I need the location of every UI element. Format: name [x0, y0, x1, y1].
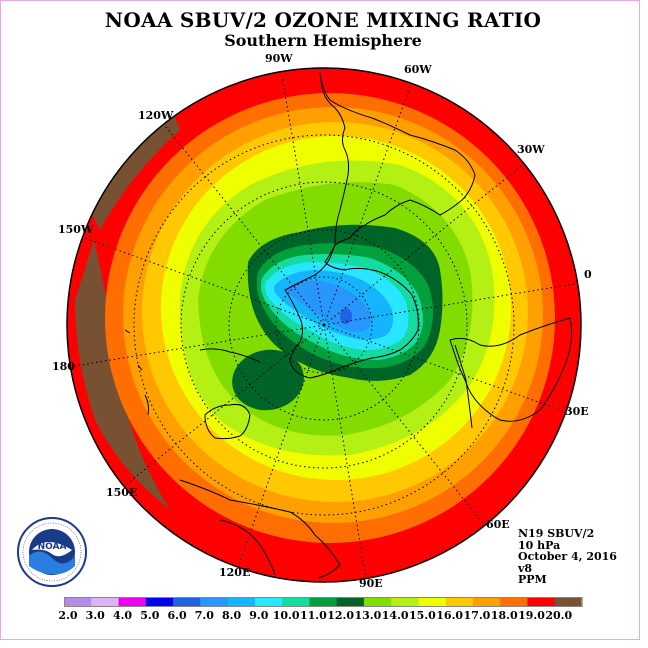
lon-label-90e: 90E: [359, 577, 383, 590]
lon-label-60e: 60E: [486, 518, 510, 531]
colorbar-tick-label: 10.0: [272, 609, 300, 622]
colorbar-tick-label: 3.0: [85, 609, 105, 622]
lon-label-150w: 150W: [58, 223, 94, 236]
band-12-lobe: [232, 349, 304, 411]
colorbar-tick-label: 18.0: [490, 609, 518, 622]
colorbar-swatch: [363, 597, 392, 607]
noaa-logo-icon: NOAA: [17, 517, 87, 587]
lon-label-90w: 90W: [265, 52, 293, 65]
colorbar-swatch: [227, 597, 256, 607]
colorbar-tick-label: 9.0: [249, 609, 269, 622]
image-frame: [0, 0, 640, 640]
info-units: PPM: [518, 573, 547, 586]
map-title: NOAA SBUV/2 OZONE MIXING RATIO: [104, 8, 542, 32]
info-date: October 4, 2016: [518, 550, 617, 563]
colorbar-swatch: [64, 597, 92, 607]
colorbar: [64, 597, 583, 607]
colorbar-tick-label: 8.0: [222, 609, 242, 622]
colorbar-swatch: [554, 597, 583, 607]
colorbar-swatch: [472, 597, 501, 607]
colorbar-swatch: [309, 597, 338, 607]
logo-text: NOAA: [38, 542, 67, 552]
colorbar-swatch: [173, 597, 201, 607]
colorbar-tick-label: 12.0: [327, 609, 355, 622]
colorbar-swatch: [91, 597, 120, 607]
colorbar-swatch: [118, 597, 147, 607]
colorbar-swatch: [445, 597, 474, 607]
colorbar-tick-label: 5.0: [140, 609, 160, 622]
info-satellite: N19 SBUV/2: [518, 527, 595, 540]
colorbar-tick-label: 4.0: [112, 609, 133, 622]
colorbar-swatch: [418, 597, 447, 607]
colorbar-swatch: [527, 597, 556, 607]
lon-label-120w: 120W: [138, 109, 174, 122]
colorbar-swatch: [200, 597, 229, 607]
map-subtitle: Southern Hemisphere: [224, 31, 422, 50]
info-version: v8: [518, 561, 533, 575]
lon-label-0: 0: [584, 268, 592, 281]
colorbar-tick-label: 17.0: [463, 609, 491, 622]
colorbar-tick-label: 14.0: [381, 609, 409, 622]
lon-label-60w: 60W: [404, 63, 432, 76]
info-level: 10 hPa: [518, 538, 561, 552]
band-6: [340, 308, 352, 324]
colorbar-swatch: [336, 597, 365, 607]
colorbar-swatch: [282, 597, 310, 607]
colorbar-tick-label: 2.0: [58, 609, 78, 622]
colorbar-swatch: [500, 597, 528, 607]
map-boundary: [66, 67, 582, 583]
colorbar-tick-label: 7.0: [194, 609, 214, 622]
colorbar-tick-label: 16.0: [436, 609, 464, 622]
lon-label-30w: 30W: [517, 143, 545, 156]
lon-label-180: 180: [52, 360, 75, 373]
colorbar-swatch: [145, 597, 174, 607]
band-20-west: [75, 240, 170, 510]
colorbar-tick-label: 13.0: [354, 609, 382, 622]
info-block: N19 SBUV/2 10 hPa October 4, 2016 v8 PPM: [518, 528, 617, 586]
colorbar-swatch: [254, 597, 283, 607]
colorbar-swatch: [391, 597, 419, 607]
lon-label-150e: 150E: [106, 486, 138, 499]
colorbar-tick-label: 11.0: [299, 609, 327, 622]
lon-label-30e: 30E: [565, 405, 589, 418]
lon-label-120e: 120E: [219, 566, 251, 579]
colorbar-tick-label: 19.0: [518, 609, 545, 622]
colorbar-tick-label: 20.0: [545, 609, 573, 622]
colorbar-tick-label: 6.0: [167, 609, 187, 622]
colorbar-tick-label: 15.0: [409, 609, 436, 622]
